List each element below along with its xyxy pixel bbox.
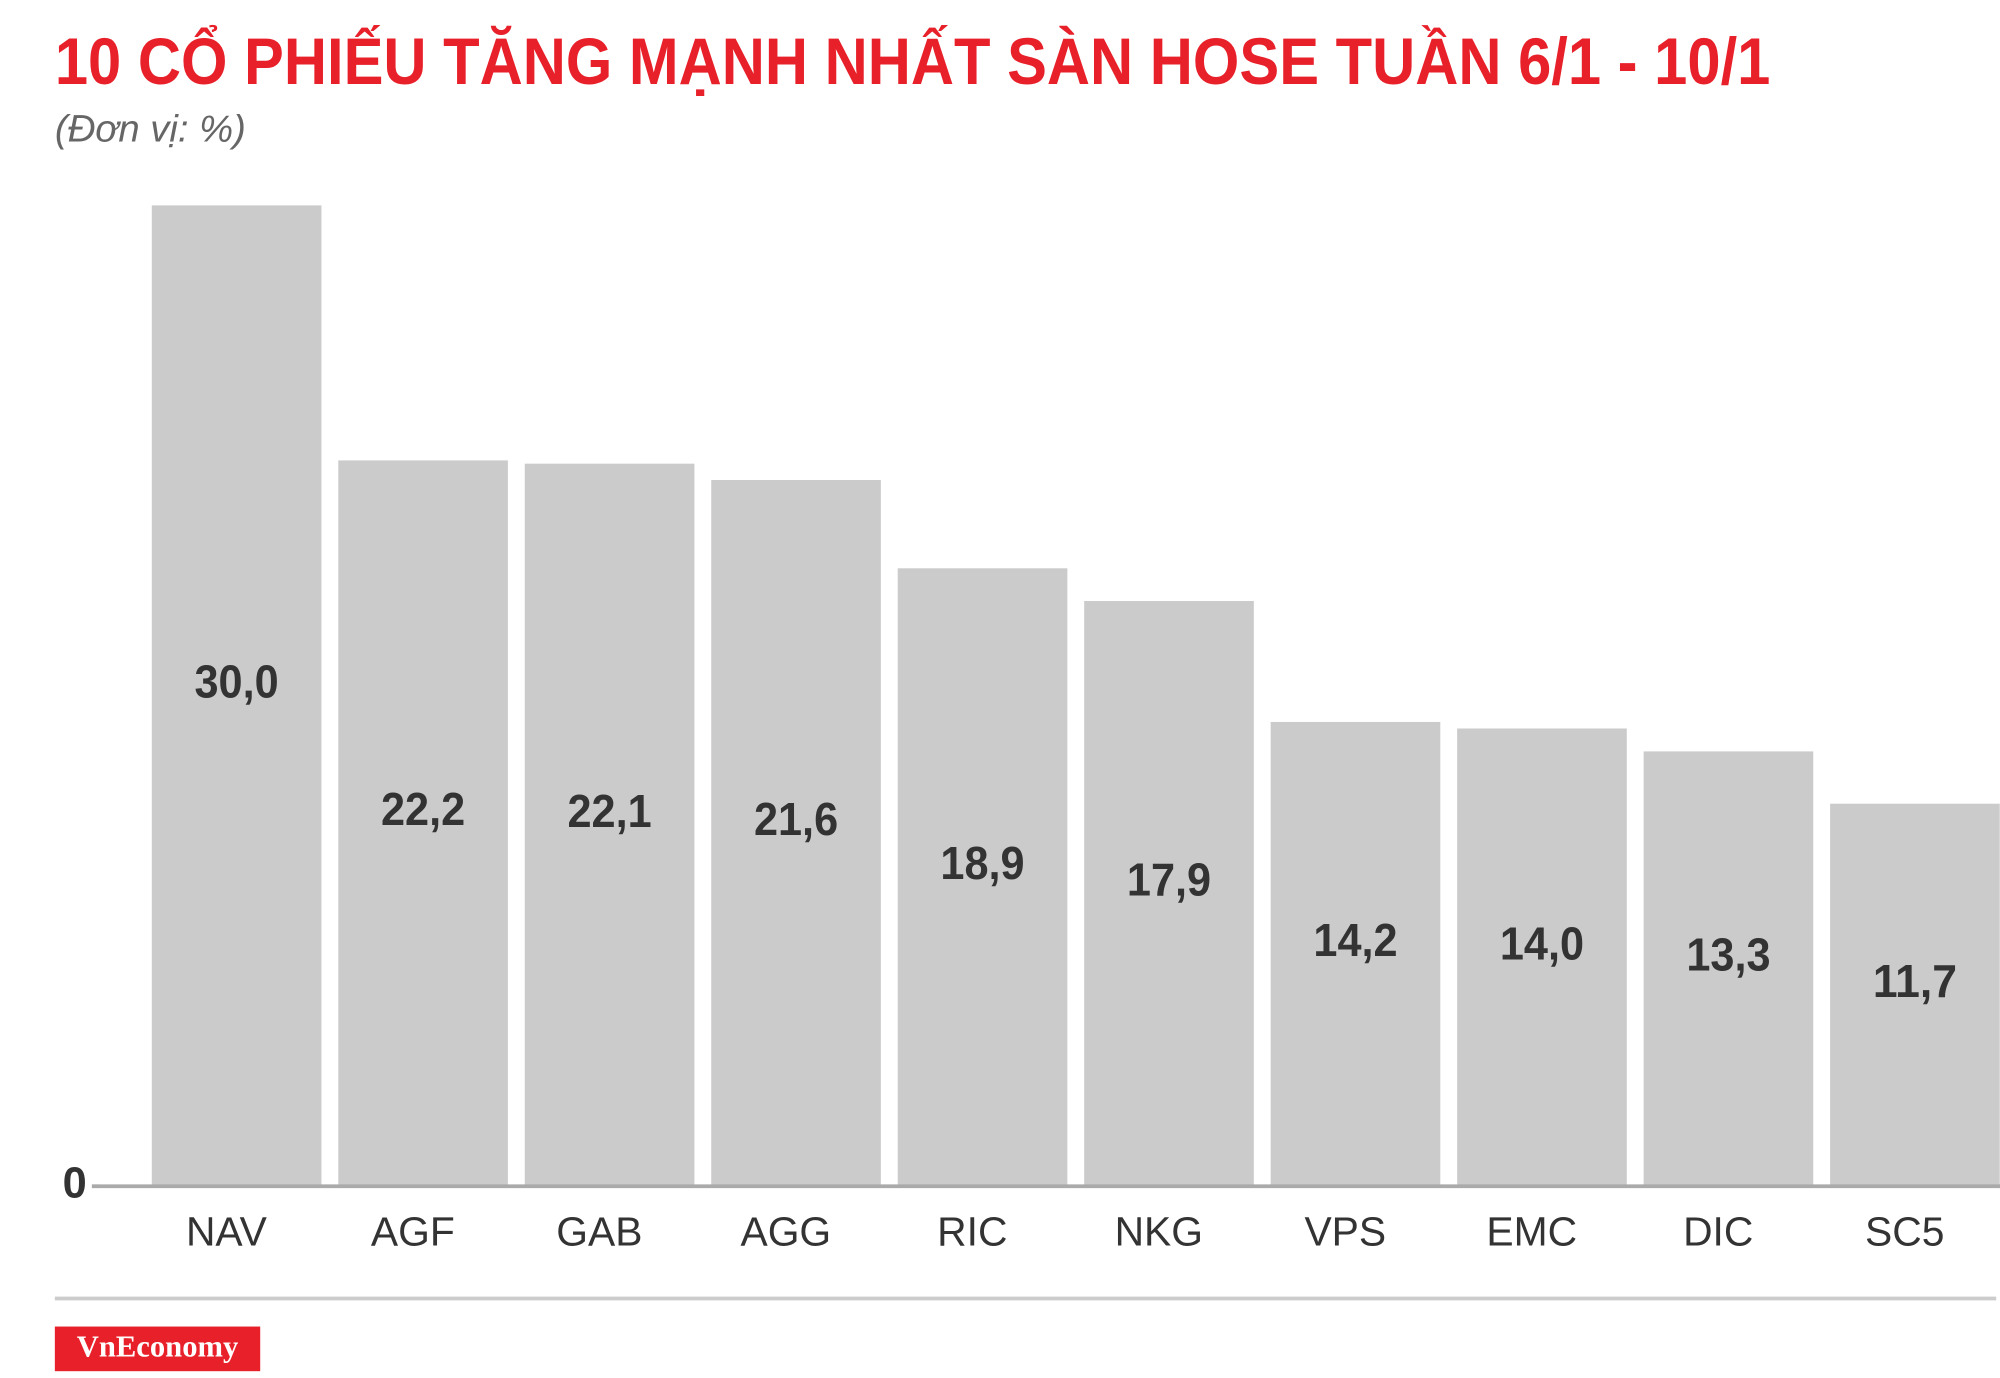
bar xyxy=(1457,728,1627,1187)
bar xyxy=(1830,803,2000,1187)
chart-subtitle: (Đơn vị: %) xyxy=(55,108,246,151)
bar xyxy=(151,205,322,1187)
y-tick-label: 0 xyxy=(63,1160,87,1208)
value-label: 17,9 xyxy=(1127,854,1211,906)
brand-box xyxy=(54,1326,261,1372)
value-label: 11,7 xyxy=(1873,955,1957,1007)
x-tick-label: NKG xyxy=(1115,1208,1203,1254)
value-label: 22,1 xyxy=(567,785,651,837)
x-tick-label: RIC xyxy=(937,1208,1007,1254)
x-tick-label: AGF xyxy=(371,1208,455,1254)
value-label: 21,6 xyxy=(754,793,838,845)
bar xyxy=(1270,721,1441,1187)
value-label: 30,0 xyxy=(195,656,279,708)
bar xyxy=(897,568,1068,1187)
x-tick-label: NAV xyxy=(186,1208,268,1254)
x-tick-label: VPS xyxy=(1304,1208,1386,1254)
value-label: 14,0 xyxy=(1500,917,1584,969)
brand: VnEconomy xyxy=(77,1330,239,1364)
x-tick-label: DIC xyxy=(1683,1208,1753,1254)
bar xyxy=(524,463,695,1187)
value-label: 14,2 xyxy=(1313,914,1397,966)
x-tick-label: EMC xyxy=(1486,1208,1577,1254)
bar xyxy=(338,460,508,1187)
value-label: 18,9 xyxy=(940,837,1024,889)
value-label: 22,2 xyxy=(381,783,465,835)
bar xyxy=(1643,751,1814,1187)
value-label: 13,3 xyxy=(1686,929,1770,981)
bar xyxy=(711,480,881,1187)
x-tick-label: AGG xyxy=(740,1208,831,1254)
x-tick-label: GAB xyxy=(556,1208,642,1254)
bar xyxy=(1084,600,1254,1187)
chart-title: 10 CỔ PHIẾU TĂNG MẠNH NHẤT SÀN HOSE TUẦN… xyxy=(55,24,1771,99)
x-tick-label: SC5 xyxy=(1865,1208,1944,1254)
